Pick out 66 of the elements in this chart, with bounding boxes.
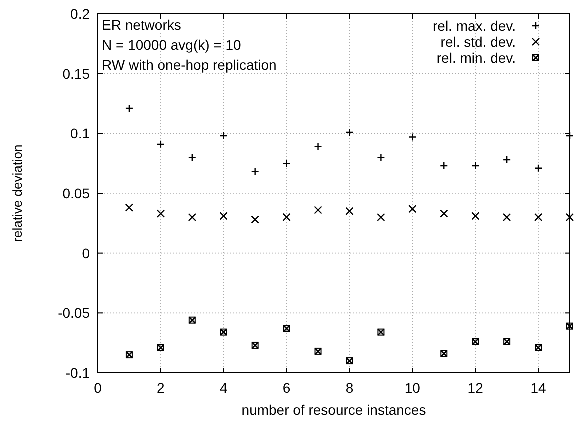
point — [534, 164, 543, 172]
point — [534, 344, 542, 352]
point — [377, 154, 386, 162]
point — [408, 204, 417, 214]
point — [126, 351, 134, 359]
point — [188, 316, 196, 324]
x-tick-label: 0 — [94, 380, 102, 396]
point — [440, 210, 448, 218]
point — [472, 338, 480, 346]
point — [440, 162, 448, 170]
point — [282, 159, 291, 168]
x-tick-label: 12 — [468, 380, 484, 396]
point — [566, 213, 574, 222]
x-axis-title: number of resource instances — [242, 402, 426, 418]
point — [157, 344, 165, 352]
point — [220, 328, 228, 336]
point — [408, 133, 417, 142]
legend-label: rel. min. dev. — [436, 50, 516, 66]
point — [472, 212, 480, 220]
point — [251, 168, 260, 176]
point — [125, 104, 134, 113]
point — [156, 210, 166, 218]
x-tick-label: 4 — [220, 380, 228, 396]
y-tick-label: 0.15 — [62, 66, 90, 82]
point — [472, 162, 480, 170]
point — [156, 140, 166, 149]
x-tick-label: 10 — [404, 380, 421, 396]
x-tick-label: 8 — [346, 380, 354, 396]
legend-label: rel. max. dev. — [433, 18, 516, 34]
y-tick-label: -0.1 — [66, 365, 90, 381]
x-tick-label: 2 — [157, 380, 166, 396]
point — [314, 348, 322, 356]
x-tick-label: 6 — [282, 380, 291, 396]
point — [252, 342, 260, 350]
annotation: N = 10000 avg(k) = 10 — [102, 37, 242, 53]
point — [440, 350, 448, 358]
x-tick-label: 14 — [530, 380, 547, 396]
point — [188, 213, 196, 222]
point — [503, 338, 511, 346]
point — [566, 322, 574, 330]
annotation: ER networks — [102, 17, 182, 33]
point — [346, 207, 354, 216]
point — [251, 216, 260, 224]
point — [125, 204, 134, 212]
point — [502, 156, 512, 164]
point — [282, 213, 291, 222]
point — [283, 325, 290, 332]
y-tick-label: 0.1 — [70, 126, 90, 142]
y-tick-label: 0 — [82, 245, 90, 262]
point — [346, 357, 354, 365]
point — [377, 213, 386, 222]
point — [188, 154, 196, 162]
point — [314, 206, 322, 214]
legend-label: rel. std. dev. — [440, 34, 516, 50]
point — [346, 128, 354, 137]
point — [220, 132, 228, 140]
y-tick-label: 0.05 — [62, 186, 90, 202]
y-tick-label: -0.05 — [58, 305, 90, 322]
annotation: RW with one-hop replication — [102, 57, 277, 73]
y-tick-label: 0.2 — [70, 6, 90, 22]
point — [534, 213, 543, 222]
point — [502, 213, 512, 222]
point — [220, 212, 228, 220]
y-axis-title: relative deviation — [10, 144, 25, 242]
point — [314, 142, 322, 151]
point — [378, 328, 385, 336]
